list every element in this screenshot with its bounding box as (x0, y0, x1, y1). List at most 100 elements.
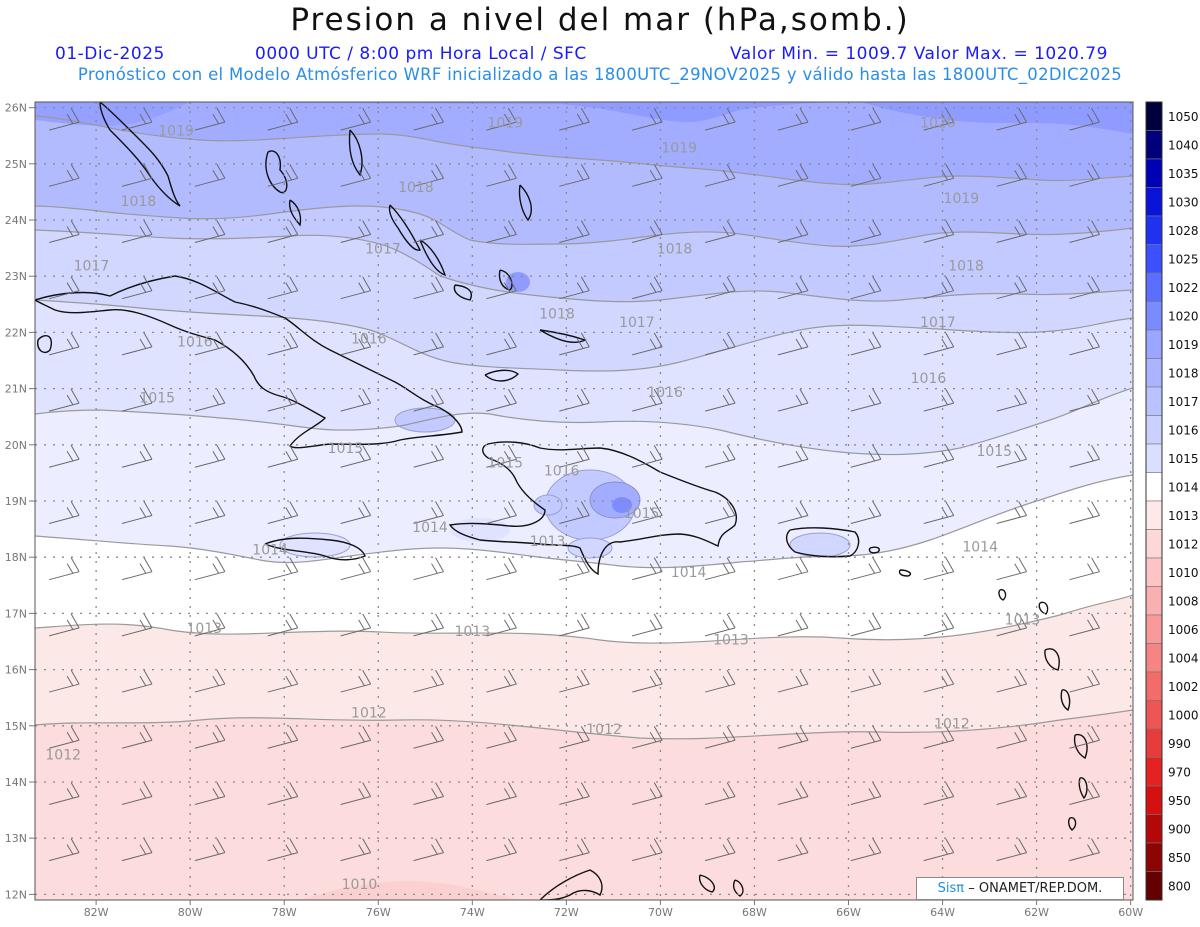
wind-barb (850, 388, 882, 412)
wind-barb (777, 613, 809, 637)
gridlines (35, 102, 1133, 900)
lon-label: 62W (1024, 906, 1049, 919)
wind-barb (340, 838, 372, 862)
wind-barb (704, 782, 736, 805)
wind-barb (996, 164, 1028, 187)
latitude-labels: 26N 25N 24N 23N 22N 21N 20N 19N 18N 17N 16N 15N 14N 1… (5, 102, 35, 901)
wind-barb (267, 332, 299, 356)
wind-barb (850, 332, 882, 356)
band-1010 (300, 881, 520, 900)
band-1020 (35, 102, 1133, 134)
wind-barb (777, 332, 809, 356)
wind-barb (996, 276, 1028, 300)
wind-barb (267, 388, 299, 412)
lat-label: 15N (5, 720, 27, 733)
wind-barb (48, 388, 80, 412)
wind-barb (267, 557, 299, 581)
colorbar-label: 1050 (1168, 110, 1199, 124)
colorbar-frame (1145, 101, 1163, 901)
wind-barb (194, 501, 226, 524)
wind-barb (486, 669, 517, 693)
colorbar-swatch (1145, 614, 1163, 644)
colorbar-label: 1018 (1168, 366, 1199, 380)
contour-label: 1016 (351, 332, 387, 348)
contour-label: 1014 (962, 540, 998, 556)
lon-label: 80W (178, 906, 203, 919)
wind-barb (632, 332, 663, 356)
wind-barb (850, 726, 882, 749)
wind-barb (413, 726, 444, 749)
wind-barb (704, 332, 736, 356)
contour-label: 1012 (351, 705, 387, 721)
contour-label: 1013 (186, 621, 222, 637)
lat-label: 23N (5, 270, 27, 283)
contour-label: 1019 (661, 141, 697, 157)
wind-barb (340, 388, 372, 412)
wind-barb (121, 838, 153, 862)
wind-barb (923, 838, 955, 862)
wind-barb (777, 445, 809, 468)
wind-barb (850, 445, 882, 468)
wind-barb (559, 388, 590, 412)
wind-barb (704, 726, 736, 749)
wind-barb (486, 726, 517, 749)
wind-barb (850, 669, 882, 693)
wind-barb (413, 613, 444, 637)
wind-barb (850, 107, 882, 131)
colorbar-swatch (1145, 415, 1163, 445)
wind-barb (704, 613, 736, 637)
wind-barb (486, 276, 517, 300)
colorbar-label: 1006 (1168, 623, 1199, 637)
colorbar-label: 990 (1168, 737, 1191, 751)
colorbar-label: 1013 (1168, 509, 1199, 523)
wind-barb (1069, 557, 1100, 581)
wind-barb (194, 164, 226, 187)
wind-barb (559, 107, 590, 131)
wind-barb (121, 445, 153, 468)
wind-barb (340, 501, 372, 524)
contour-label: 1012 (934, 717, 970, 733)
wind-barb (194, 669, 226, 693)
wind-barb (267, 669, 299, 693)
wind-barb (1069, 501, 1100, 524)
wind-barb (850, 164, 882, 187)
contour-label: 1015 (624, 506, 660, 522)
contour-label: 1012 (586, 722, 622, 738)
band-1019 (35, 102, 1133, 185)
wind-barb (413, 782, 444, 805)
contour-label: 1012 (45, 748, 81, 764)
wind-barb (413, 838, 444, 862)
wind-barb (996, 613, 1028, 637)
contour-label: 1019 (158, 124, 194, 140)
lat-label: 25N (5, 158, 27, 171)
wind-barb (1069, 107, 1100, 131)
contour-label: 1010 (342, 877, 378, 893)
wind-barb (850, 501, 882, 524)
lat-label: 14N (5, 776, 27, 789)
colorbar-swatch (1145, 443, 1163, 473)
wind-barb (121, 164, 153, 187)
wind-barb (486, 445, 517, 468)
wind-barb (413, 557, 444, 581)
wind-barb (340, 782, 372, 805)
wind-barb (704, 501, 736, 524)
wind-barb (996, 107, 1028, 131)
wind-barb (486, 838, 517, 862)
wind-barb (996, 669, 1028, 693)
wind-barb (777, 276, 809, 300)
colorbar-swatch (1145, 329, 1163, 359)
wind-barb (48, 613, 80, 637)
colorbar-label: 1022 (1168, 281, 1199, 295)
colorbar-swatch (1145, 472, 1163, 502)
colorbar-swatch (1145, 814, 1163, 844)
wind-barb (340, 726, 372, 749)
lon-label: 68W (742, 906, 767, 919)
map-title: Presion a nivel del mar (hPa,somb.) (290, 2, 910, 38)
wind-barb (1069, 164, 1100, 187)
wind-barb (48, 332, 80, 356)
wind-barb (923, 107, 955, 131)
wind-barb (559, 276, 590, 300)
colorbar-swatch (1145, 785, 1163, 815)
wind-barb (194, 107, 226, 131)
wind-barb (194, 220, 226, 243)
